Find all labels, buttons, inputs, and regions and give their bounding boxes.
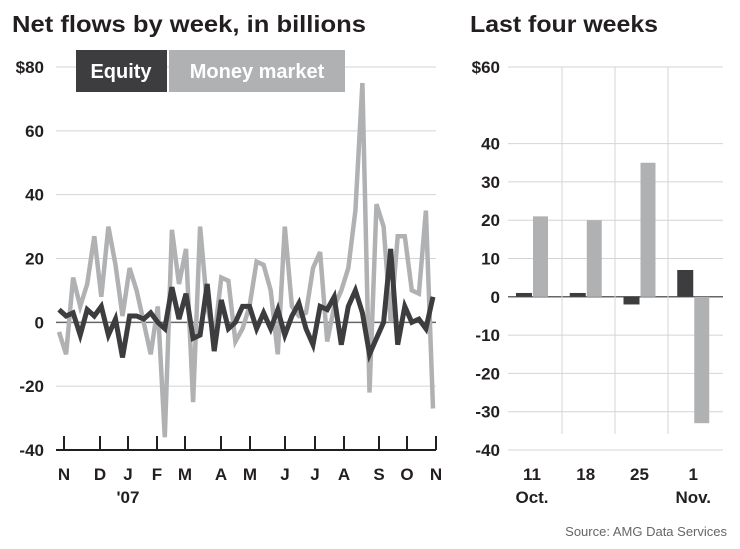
y-tick-label: 10	[481, 250, 500, 269]
y-tick-label: 40	[481, 135, 500, 154]
x-tick-label: 18	[576, 465, 595, 484]
bar-money-market	[694, 296, 710, 424]
bar-equity	[569, 292, 586, 297]
x-tick-label: J	[123, 465, 132, 484]
y-tick-label: -10	[475, 326, 500, 345]
x-tick-label: D	[94, 465, 106, 484]
weekly-flows-line-chart: Net flows by week, in billions $80 60 40 20 0…	[12, 11, 442, 507]
series-line-equity	[57, 248, 436, 363]
y-tick-label: -30	[475, 403, 500, 422]
bar-money-market	[533, 216, 548, 297]
y-tick-label: 60	[25, 122, 44, 141]
x-tick-label: J	[310, 465, 319, 484]
bar-money-market	[586, 220, 602, 297]
x-tick-label: M	[178, 465, 192, 484]
right-chart-title: Last four weeks	[470, 11, 658, 37]
year-label: '07	[117, 488, 140, 507]
legend-swatch-money-market	[169, 50, 345, 92]
x-tick-label: 1	[689, 465, 698, 484]
month-label: Oct.	[515, 488, 548, 507]
x-tick-label: O	[400, 465, 413, 484]
x-tick-label: A	[215, 465, 227, 484]
x-tick-label: N	[58, 465, 70, 484]
x-tick-label: M	[243, 465, 257, 484]
x-tick-label: N	[430, 465, 442, 484]
x-tick-label: J	[280, 465, 289, 484]
y-tick-label: 20	[25, 250, 44, 269]
x-tick-label: S	[373, 465, 384, 484]
y-tick-label: 30	[481, 173, 500, 192]
y-tick-label: -40	[19, 441, 44, 460]
bar-equity	[623, 296, 640, 305]
bar-money-market	[640, 162, 656, 297]
y-tick-label: $60	[472, 58, 500, 77]
month-label: Nov.	[675, 488, 711, 507]
legend-label-money-market: Money market	[190, 61, 325, 83]
x-tick-label: 11	[523, 465, 541, 484]
series-line-money-market	[56, 82, 436, 438]
last-four-weeks-bar-chart: Last four weeks $60 40 30 20 10 0 -10 -20 -30 -40 1…	[470, 11, 723, 507]
y-tick-label: 20	[481, 211, 500, 230]
x-tick-label: A	[338, 465, 350, 484]
y-tick-label: 0	[491, 288, 500, 307]
y-tick-label: $80	[16, 58, 44, 77]
y-tick-label: 40	[25, 186, 44, 205]
bar-equity	[677, 269, 694, 297]
x-tick-label: F	[152, 465, 162, 484]
y-tick-label: -20	[475, 364, 500, 383]
y-tick-label: -20	[19, 377, 44, 396]
source-note: Source: AMG Data Services	[565, 524, 727, 539]
y-tick-label: 0	[35, 313, 44, 332]
legend-label-equity: Equity	[90, 61, 152, 83]
legend-swatch-equity	[76, 50, 167, 92]
x-tick-label: 25	[630, 465, 649, 484]
y-tick-label: -40	[475, 441, 500, 460]
bar-equity	[516, 292, 532, 297]
left-chart-title: Net flows by week, in billions	[12, 11, 366, 37]
